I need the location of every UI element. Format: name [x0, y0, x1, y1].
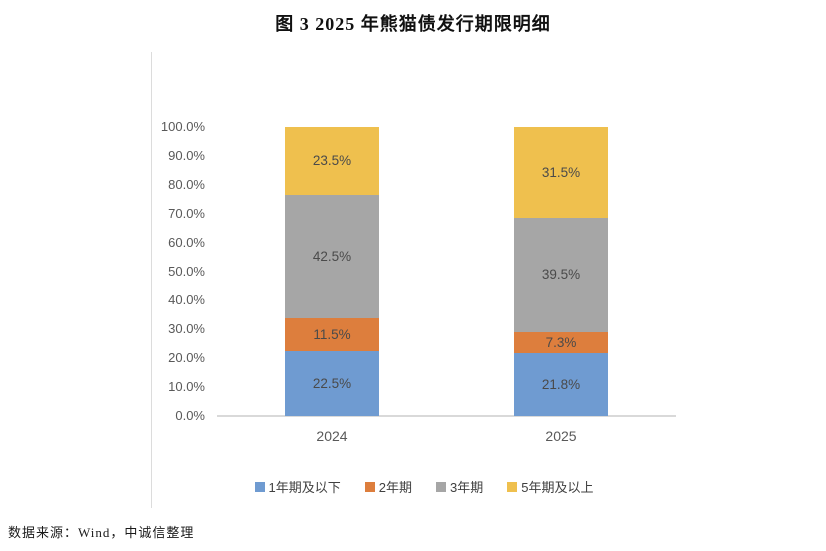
y-axis-tick-label: 100.0%	[160, 119, 205, 134]
legend-label: 1年期及以下	[268, 480, 341, 495]
bar-segment: 22.5%	[285, 350, 379, 416]
bar-segment: 11.5%	[285, 317, 379, 351]
y-axis-tick-label: 30.0%	[168, 321, 205, 337]
x-axis-line	[217, 415, 676, 417]
bar-segment: 7.3%	[514, 331, 608, 353]
legend: 1年期及以下 2年期 3年期 5年期及以上	[24, 477, 824, 496]
bar-segment-data-label: 21.8%	[541, 377, 581, 392]
y-axis-tick-label: 20.0%	[168, 350, 205, 366]
figure-title: 图 3 2025 年熊猫债发行期限明细	[275, 14, 551, 34]
bar-segment: 39.5%	[514, 217, 608, 332]
y-axis-tick-label: 40.0%	[168, 292, 205, 308]
bar-segment-data-label: 42.5%	[312, 248, 352, 264]
data-source-note: 数据来源：Wind，中诚信整理	[8, 525, 195, 540]
y-axis-tick-label: 50.0%	[168, 263, 205, 279]
y-axis-tick-label: 70.0%	[168, 205, 205, 221]
legend-swatch-icon	[507, 481, 518, 492]
legend-swatch-icon	[254, 481, 265, 492]
y-axis-tick-label: 60.0%	[168, 234, 205, 250]
x-axis-category-label: 2024	[316, 428, 348, 444]
legend-item: 2年期	[364, 477, 412, 496]
bar-segment: 42.5%	[285, 194, 379, 318]
bar-segment: 31.5%	[514, 126, 608, 218]
y-axis-tick-label: 0.0%	[175, 408, 205, 423]
y-axis-tick-label: 80.0%	[168, 176, 205, 192]
legend-swatch-icon	[364, 481, 375, 492]
bar-segment-data-label: 31.5%	[541, 164, 581, 180]
stacked-bar-2025: 21.8% 7.3% 39.5% 31.5%	[514, 126, 608, 416]
y-axis-tick-label: 10.0%	[168, 379, 205, 395]
legend-item: 5年期及以上	[507, 477, 593, 496]
legend-item: 3年期	[436, 477, 483, 496]
bar-segment: 23.5%	[285, 127, 379, 195]
legend-swatch-icon	[436, 481, 446, 492]
bar-segment-data-label: 11.5%	[313, 326, 351, 342]
x-axis-category-label: 2025	[545, 428, 577, 444]
bar-segment: 21.8%	[514, 353, 608, 416]
legend-label: 5年期及以上	[521, 480, 594, 495]
bar-segment-data-label: 23.5%	[312, 153, 352, 169]
chart-left-border-line	[151, 52, 152, 508]
bar-segment-data-label: 22.5%	[312, 375, 352, 391]
stacked-bar-2024: 22.5% 11.5% 42.5% 23.5%	[285, 127, 379, 416]
legend-label: 3年期	[450, 480, 484, 495]
legend-item: 1年期及以下	[254, 477, 341, 496]
y-axis-tick-label: 90.0%	[168, 147, 205, 163]
bar-segment-data-label: 7.3%	[545, 334, 577, 350]
bar-segment-data-label: 39.5%	[541, 267, 581, 283]
legend-label: 2年期	[378, 480, 412, 495]
